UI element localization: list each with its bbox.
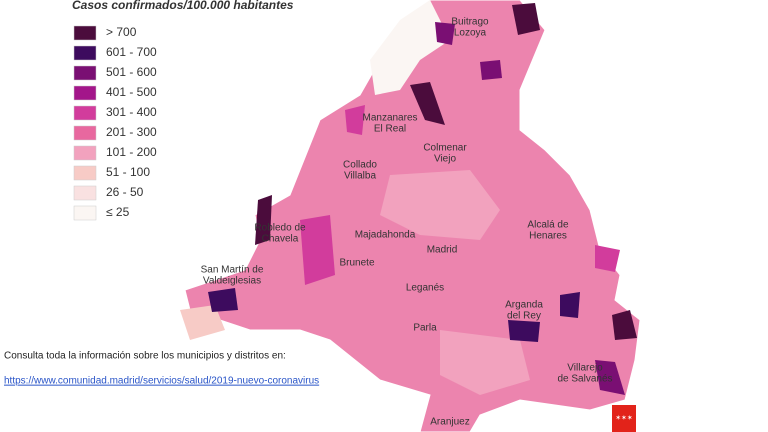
place-label: de Salvanés [557,374,612,385]
purple-area [435,22,455,45]
footer-text: Consulta toda la información sobre los m… [4,351,286,362]
place-label: Colmenar [423,143,467,154]
dark-area [512,3,540,35]
magenta-area [595,245,620,272]
place-label: Alcalá de [527,220,569,231]
legend-swatch [73,45,97,61]
place-label: Brunete [339,258,374,269]
place-label: Robledo de [254,223,306,234]
legend-swatch [73,185,97,201]
place-label: Manzanares [362,113,417,124]
dark-area [255,195,272,245]
pale-area [180,305,225,340]
place-label: Villarejo [567,363,603,374]
place-label: Parla [413,323,437,334]
legend-swatch [73,145,97,161]
place-label: Madrid [427,245,458,256]
logo-stars: ✶✶✶ [615,414,633,422]
dark-area [612,310,637,340]
legend-label: 201 - 300 [106,125,157,139]
legend-label: 26 - 50 [106,185,144,199]
place-label: del Rey [507,311,541,322]
logo-box [612,405,636,432]
place-label: Villalba [344,171,376,182]
legend-label: 301 - 400 [106,105,157,119]
purple-area [208,288,238,312]
place-label: El Real [374,124,406,135]
legend-swatch [73,205,97,221]
light-area [380,170,500,240]
legend-swatch [73,25,97,41]
map [180,0,641,432]
footer-link[interactable]: https://www.comunidad.madrid/servicios/s… [4,376,319,387]
legend-label: 401 - 500 [106,85,157,99]
place-label: Aranjuez [430,417,469,428]
place-label: Collado [343,160,377,171]
place-label: Majadahonda [355,230,416,241]
purple-area [595,360,625,395]
light-area [440,330,530,395]
north-area [370,0,450,95]
place-label: Viejo [434,154,456,165]
place-label: Valdeiglesias [203,276,261,287]
place-label: Arganda [505,300,543,311]
place-label: Lozoya [454,28,487,39]
logo: ✶✶✶ [612,405,636,432]
magenta-area [345,105,365,135]
place-label: Chavela [262,234,299,245]
legend-label: 601 - 700 [106,45,157,59]
place-label: Buitrago [451,17,489,28]
purple-area [560,292,580,318]
place-label: San Martín de [201,265,264,276]
legend-label: 101 - 200 [106,145,157,159]
legend-swatch [73,65,97,81]
legend-swatch [73,125,97,141]
legend-label: 501 - 600 [106,65,157,79]
legend: > 700 601 - 700 501 - 600 401 - 500 301 - 40… [73,25,157,221]
purple-area [508,320,540,342]
legend-title: Casos confirmados/100.000 habitantes [72,0,294,12]
legend-label: > 700 [106,25,137,39]
purple-area [480,60,502,80]
legend-swatch [73,105,97,121]
legend-swatch [73,165,97,181]
legend-label: ≤ 25 [106,205,130,219]
legend-label: 51 - 100 [106,165,150,179]
place-label: Leganés [406,283,444,294]
dark-area [410,82,445,125]
place-label: Henares [529,231,567,242]
magenta-area [300,215,335,285]
legend-swatch [73,85,97,101]
